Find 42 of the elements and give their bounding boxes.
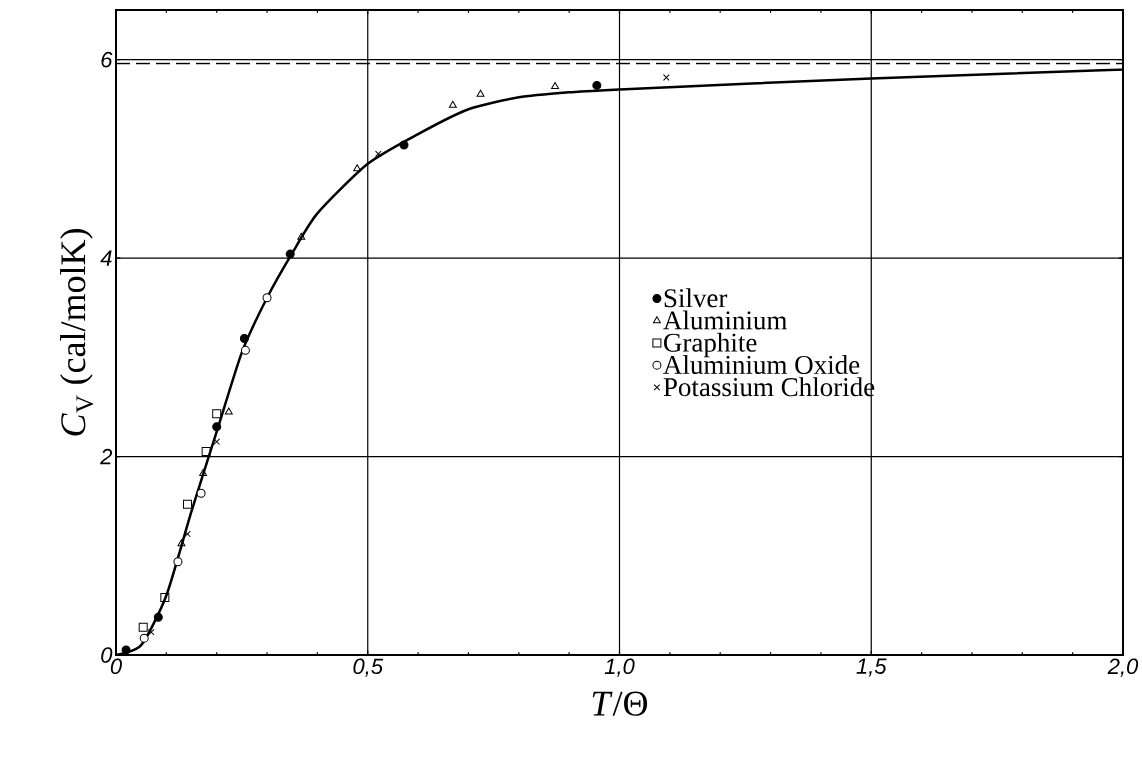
x-tick-label: 1,5 bbox=[856, 658, 887, 677]
point bbox=[147, 628, 155, 636]
point bbox=[153, 612, 163, 622]
point bbox=[224, 407, 233, 415]
point bbox=[551, 81, 560, 89]
point bbox=[212, 422, 222, 432]
x-tick-label: 2,0 bbox=[1107, 658, 1139, 677]
point bbox=[592, 80, 602, 90]
point bbox=[139, 633, 149, 643]
legend-label: Aluminium bbox=[663, 310, 788, 330]
point bbox=[177, 539, 186, 547]
point bbox=[297, 232, 306, 240]
y-tick-label: 6 bbox=[101, 51, 113, 68]
point bbox=[212, 409, 222, 419]
x-tick-label: 0,5 bbox=[353, 658, 384, 677]
x-axis-title: T/Θ bbox=[592, 691, 648, 716]
point bbox=[138, 622, 148, 632]
legend-label: Silver bbox=[664, 288, 728, 308]
y-tick-label: 0 bbox=[101, 647, 113, 663]
point bbox=[199, 468, 208, 476]
point bbox=[240, 345, 250, 355]
point bbox=[183, 499, 192, 509]
point bbox=[184, 530, 191, 538]
y-tick-label: 2 bbox=[100, 448, 113, 465]
point bbox=[353, 164, 362, 172]
point bbox=[121, 645, 131, 655]
point bbox=[663, 74, 670, 81]
point bbox=[239, 333, 249, 343]
point bbox=[476, 89, 485, 97]
point bbox=[262, 293, 272, 303]
point bbox=[201, 447, 211, 457]
point bbox=[196, 488, 206, 498]
point bbox=[448, 100, 457, 108]
point bbox=[173, 557, 183, 567]
x-tick-label: 1,0 bbox=[604, 658, 635, 677]
point bbox=[375, 150, 382, 158]
y-tick-label: 4 bbox=[100, 250, 112, 266]
y-axis-title: C$_{V}$ (cal/molK) bbox=[60, 229, 94, 436]
point bbox=[213, 438, 221, 445]
point bbox=[399, 140, 409, 150]
point bbox=[160, 592, 170, 602]
point bbox=[285, 249, 295, 259]
